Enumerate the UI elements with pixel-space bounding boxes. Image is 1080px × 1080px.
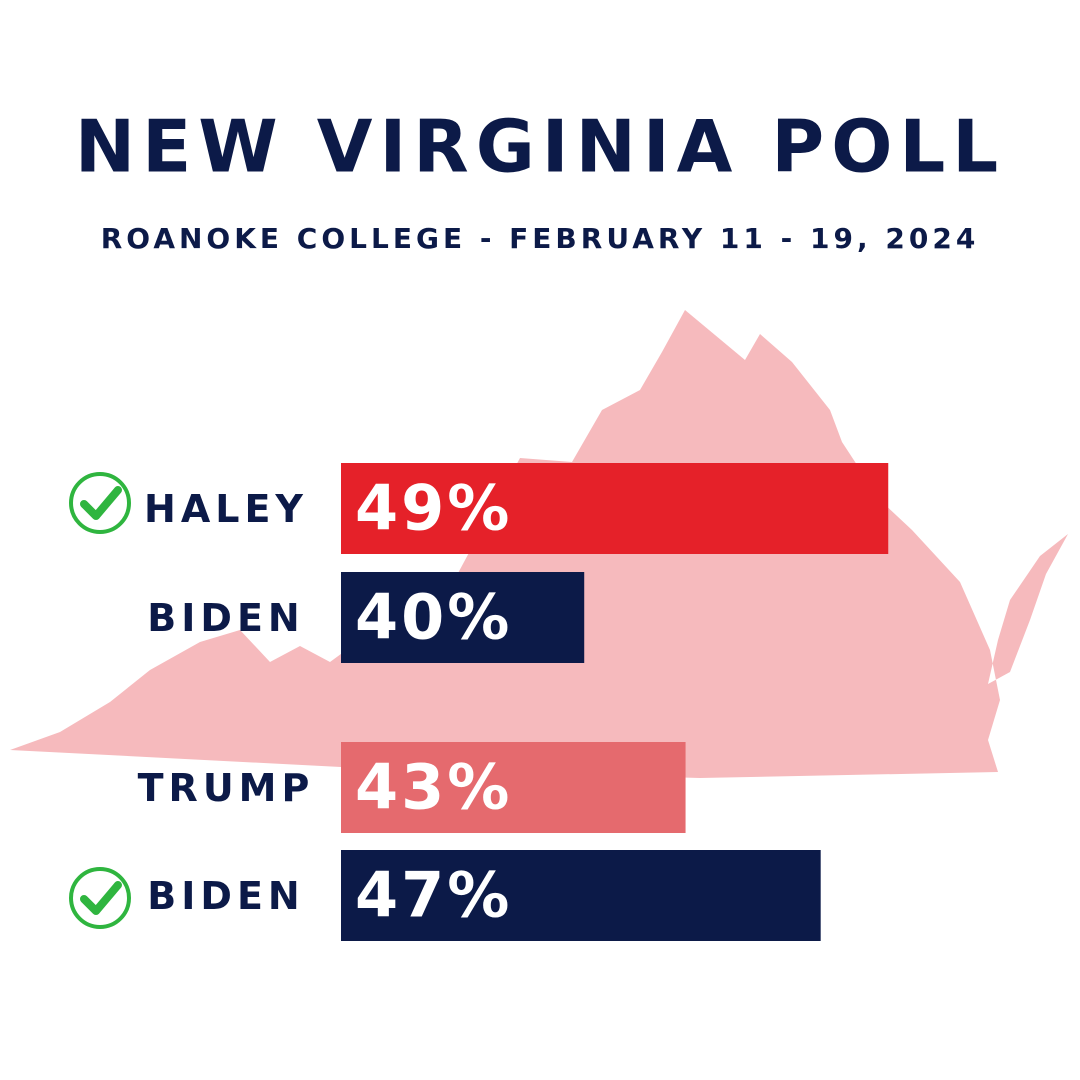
check-icon <box>69 867 131 929</box>
value-label: 47% <box>355 859 512 932</box>
category-label: TRUMP <box>138 766 315 810</box>
check-icon <box>69 472 131 534</box>
value-label: 43% <box>355 751 512 824</box>
value-label: 40% <box>355 581 512 654</box>
title: NEW VIRGINIA POLL <box>75 105 1005 189</box>
bar <box>341 850 821 941</box>
bar <box>341 742 686 833</box>
category-label: BIDEN <box>147 596 304 640</box>
bar <box>341 463 889 554</box>
subtitle: ROANOKE COLLEGE - FEBRUARY 11 - 19, 2024 <box>101 222 980 255</box>
value-label: 49% <box>355 472 512 545</box>
category-label: BIDEN <box>147 874 304 918</box>
bar <box>341 572 585 663</box>
category-label: HALEY <box>144 487 308 531</box>
